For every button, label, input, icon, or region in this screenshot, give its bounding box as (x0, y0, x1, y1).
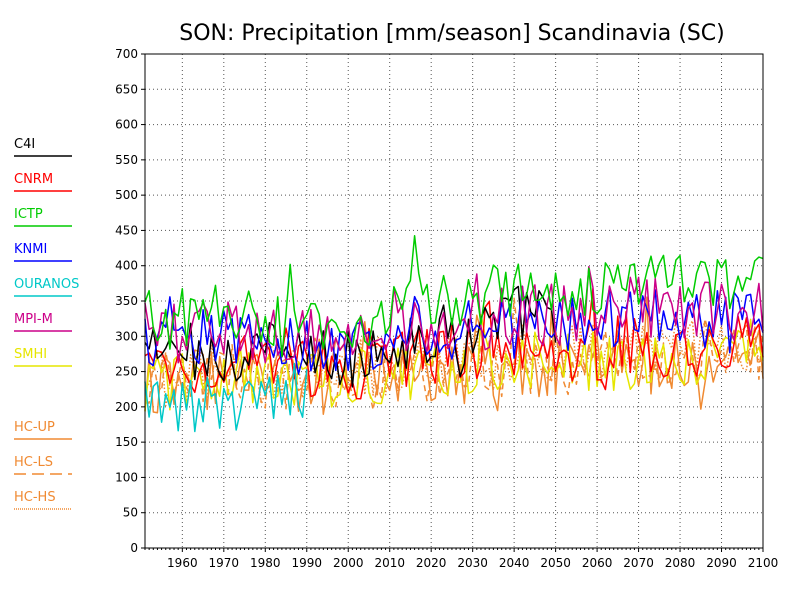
legend-label-knmi: KNMI (14, 242, 47, 257)
x-tick-label: 2090 (706, 556, 737, 570)
y-tick-label: 650 (115, 82, 138, 96)
y-tick-label: 50 (123, 506, 138, 520)
legend-label-ouranos: OURANOS (14, 277, 79, 292)
legend-label-mpi-m: MPI-M (14, 312, 53, 327)
legend-label-hc-hs: HC-HS (14, 490, 56, 505)
y-tick-label: 550 (115, 153, 138, 167)
x-tick-label: 2020 (416, 556, 447, 570)
series-line-mpi-m (144, 265, 764, 364)
legend-label-smhi: SMHI (14, 347, 47, 362)
legend-label-hc-up: HC-UP (14, 420, 55, 435)
x-tick-label: 2030 (457, 556, 488, 570)
x-tick-label: 2000 (333, 556, 364, 570)
y-tick-label: 150 (115, 435, 138, 449)
y-axis: 0 50 100 150 200 250 300 350 400 450 500 550 600 650 7… (115, 47, 145, 555)
x-tick-label: 1990 (291, 556, 322, 570)
y-tick-label: 600 (115, 118, 138, 132)
x-tick-label: 2070 (623, 556, 654, 570)
x-tick-label: 1980 (250, 556, 281, 570)
series-layer (144, 234, 764, 433)
y-tick-label: 250 (115, 365, 138, 379)
series-line-ictp (144, 234, 764, 358)
x-tick-label: 2100 (748, 556, 779, 570)
y-tick-label: 0 (130, 541, 138, 555)
x-axis: 1960 1970 1980 1990 2000 2010 2020 2030 2040 2050… (144, 548, 779, 570)
x-tick-label: 2050 (540, 556, 571, 570)
x-tick-label: 2080 (665, 556, 696, 570)
y-tick-label: 350 (115, 294, 138, 308)
x-tick-label: 2040 (499, 556, 530, 570)
legend-label-c4i: C4I (14, 137, 35, 152)
legend-label-hc-ls: HC-LS (14, 455, 53, 470)
legend-label-cnrm: CNRM (14, 172, 53, 187)
x-tick-label: 2060 (582, 556, 613, 570)
y-tick-label: 450 (115, 223, 138, 237)
y-tick-label: 700 (115, 47, 138, 61)
y-tick-label: 200 (115, 400, 138, 414)
legend-label-ictp: ICTP (14, 207, 43, 222)
series-line-c4i (144, 285, 557, 388)
legend: C4I CNRM ICTP KNMI OURANOS MPI-M SMHI HC-UP HC-L… (14, 137, 79, 510)
y-tick-label: 400 (115, 259, 138, 273)
series-line-knmi (144, 285, 764, 375)
y-tick-label: 500 (115, 188, 138, 202)
y-tick-label: 100 (115, 470, 138, 484)
series-line-ouranos (144, 362, 308, 433)
y-tick-label: 300 (115, 329, 138, 343)
x-tick-label: 1960 (167, 556, 198, 570)
series-line-hc-hs (144, 318, 764, 407)
x-tick-label: 2010 (374, 556, 405, 570)
chart-title: SON: Precipitation [mm/season] Scandinav… (179, 21, 725, 46)
x-tick-label: 1970 (209, 556, 240, 570)
